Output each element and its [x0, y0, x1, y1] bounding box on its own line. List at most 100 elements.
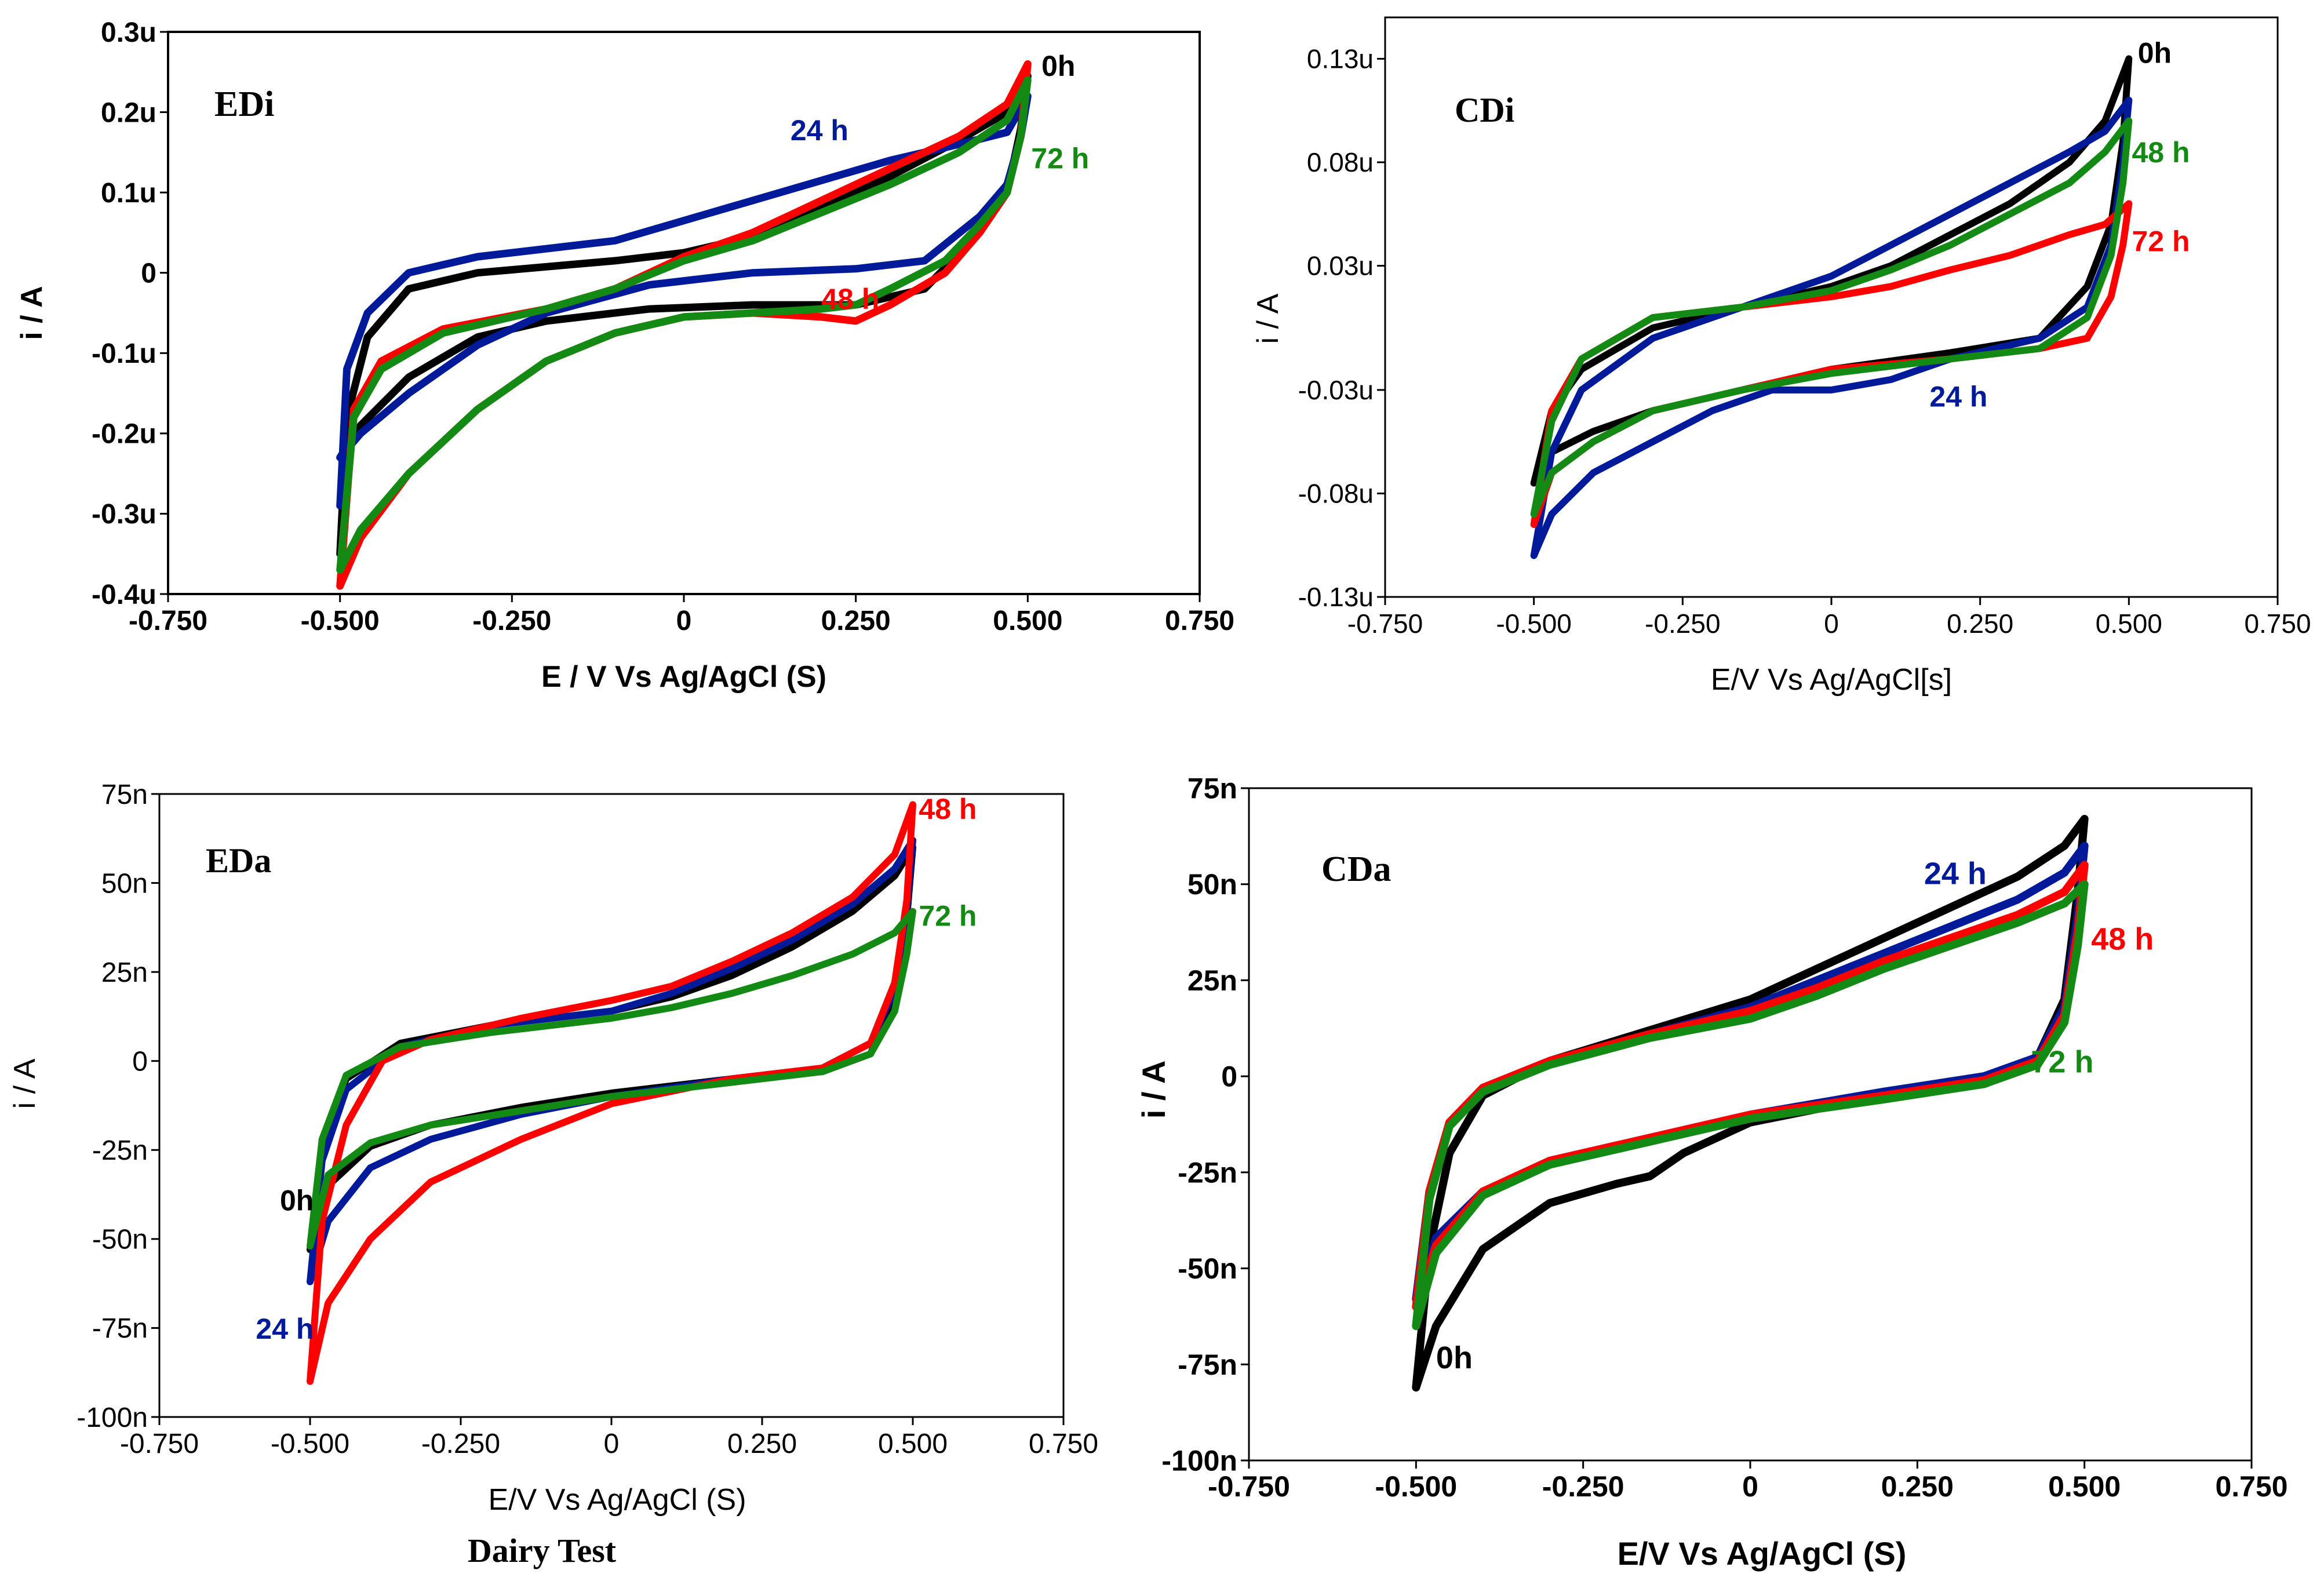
y-tick-label-cdi: 0.13u: [1307, 44, 1374, 74]
y-tick-label-eda: 25n: [101, 957, 148, 988]
y-axis-label-eda: i / A: [8, 1058, 42, 1109]
y-tick-label-cdi: -0.13u: [1298, 582, 1374, 612]
x-axis-label-cdi: E/V Vs Ag/AgCl[s]: [1711, 663, 1952, 697]
series-label-edi: 24 h: [791, 114, 848, 147]
y-tick-label-edi: 0.1u: [101, 178, 156, 209]
annotations-cda: 24 h 48 h 72 h 0h: [1436, 857, 2154, 1375]
series-label-cda: 24 h: [1924, 857, 1987, 891]
panel-label-cdi: CDi: [1455, 91, 1514, 129]
panel-label-edi: EDi: [214, 85, 274, 124]
y-tick-label-cda: 50n: [1188, 868, 1237, 901]
series-layer-cda: [1412, 815, 2089, 1392]
series-layer-cdi: [1530, 55, 2133, 559]
x-tick-label-eda: 0.250: [727, 1429, 797, 1459]
x-tick-label-cdi: -0.250: [1645, 609, 1720, 639]
y-tick-label-cda: -50n: [1178, 1252, 1237, 1285]
x-tick-label-cda: 0.500: [2048, 1470, 2121, 1503]
x-tick-label-cdi: 0.750: [2244, 609, 2311, 639]
series-label-edi: 72 h: [1031, 143, 1089, 175]
annotations-eda: 48 h 72 h 0h 24 h: [256, 793, 977, 1345]
y-tick-label-eda: -25n: [92, 1135, 148, 1166]
x-tick-label-cda: -0.500: [1375, 1470, 1457, 1503]
x-axis-label-eda: E/V Vs Ag/AgCl (S): [488, 1483, 746, 1517]
x-ticks-cda: -0.750 -0.500 -0.250 0 0.250 0.500 0.750: [1208, 1460, 2288, 1503]
series-label-cdi: 24 h: [1929, 380, 1987, 413]
series-label-eda: 72 h: [919, 899, 977, 932]
x-tick-label-cdi: 0.500: [2096, 609, 2162, 639]
plot-area-cdi: [1384, 16, 2279, 598]
y-tick-label-cdi: 0.08u: [1307, 147, 1374, 177]
x-ticks-eda: -0.750 -0.500 -0.250 0 0.250 0.500 0.750: [120, 1417, 1098, 1459]
y-tick-label-cda: 0: [1221, 1061, 1237, 1093]
x-ticks-cdi: -0.750 -0.500 -0.250 0 0.250 0.500 0.750: [1347, 597, 2311, 639]
x-tick-label-eda: 0.500: [878, 1429, 948, 1459]
y-tick-label-eda: 50n: [101, 868, 148, 899]
chart-panel-cda: CDa -0.750 -0.500 -0.250 0 0.250 0.500 0.750 7…: [1135, 773, 2288, 1572]
y-tick-label-eda: 0: [132, 1047, 148, 1077]
x-axis-label-edi: E / V Vs Ag/AgCl (S): [541, 660, 826, 694]
y-axis-label-cda: i / A: [1135, 1061, 1172, 1119]
figure-caption: Dairy Test: [468, 1532, 617, 1569]
series-label-cdi: 72 h: [2132, 225, 2190, 258]
y-axis-label-edi: i / A: [15, 286, 49, 340]
x-tick-label-cdi: 0.250: [1947, 609, 2013, 639]
y-tick-label-edi: -0.2u: [92, 419, 156, 450]
series-label-cda: 72 h: [2031, 1045, 2093, 1080]
annotations-cdi: 0h 48 h 72 h 24 h: [1929, 37, 2190, 413]
series-cda-72h: [1412, 880, 2089, 1330]
panel-label-eda: EDa: [206, 842, 271, 880]
x-tick-label-edi: -0.500: [301, 606, 380, 636]
series-label-cdi: 0h: [2138, 37, 2172, 70]
x-tick-label-edi: -0.750: [129, 606, 207, 636]
x-tick-label-eda: -0.250: [421, 1429, 500, 1459]
x-tick-label-edi: -0.250: [472, 606, 551, 636]
y-tick-label-cdi: -0.03u: [1298, 375, 1374, 405]
x-tick-label-cdi: -0.500: [1496, 609, 1571, 639]
x-ticks-edi: -0.750 -0.500 -0.250 0 0.250 0.500 0.750: [129, 594, 1234, 636]
series-label-eda: 0h: [280, 1185, 314, 1217]
y-tick-label-cdi: 0.03u: [1307, 251, 1374, 281]
plot-area-edi: [167, 31, 1201, 595]
series-label-eda: 48 h: [919, 793, 977, 825]
chart-panel-eda: EDa -0.750 -0.500 -0.250 0 0.250 0.500 0.750 7…: [8, 779, 1098, 1569]
x-tick-label-cda: 0.250: [1881, 1470, 1954, 1503]
series-layer-eda: [307, 801, 916, 1385]
y-tick-label-cda: -100n: [1161, 1445, 1237, 1477]
y-ticks-cda: 75n 50n 25n 0 -25n -50n -75n -100n: [1161, 773, 1249, 1477]
annotations-edi: 0h 24 h 72 h 48 h: [791, 50, 1089, 315]
y-tick-label-eda: 75n: [101, 779, 148, 810]
x-tick-label-cdi: 0: [1824, 609, 1839, 639]
y-tick-label-eda: -50n: [92, 1225, 148, 1255]
y-ticks-eda: 75n 50n 25n 0 -25n -50n -75n -100n: [77, 779, 159, 1433]
y-tick-label-cda: -25n: [1178, 1156, 1237, 1189]
x-tick-label-edi: 0.750: [1165, 606, 1234, 636]
x-tick-label-cdi: -0.750: [1347, 609, 1423, 639]
y-ticks-edi: 0.3u 0.2u 0.1u 0 -0.1u -0.2u -0.3u -0.4u: [92, 17, 168, 610]
x-tick-label-cda: 0.750: [2215, 1470, 2287, 1503]
y-axis-label-cdi: i / A: [1251, 293, 1285, 344]
y-tick-label-edi: 0.3u: [101, 17, 156, 48]
y-tick-label-edi: -0.4u: [92, 580, 156, 610]
x-tick-label-edi: 0.500: [993, 606, 1062, 636]
x-tick-label-edi: 0.250: [821, 606, 891, 636]
x-tick-label-cda: -0.250: [1542, 1470, 1624, 1503]
panel-label-cda: CDa: [1321, 850, 1392, 889]
series-label-cdi: 48 h: [2132, 136, 2190, 169]
chart-panel-edi: EDi -0.750 -0.500 -0.250 0 0.250 0.500 0.750 0…: [15, 17, 1234, 694]
y-tick-label-edi: -0.3u: [92, 499, 156, 530]
series-eda-72h: [307, 908, 916, 1250]
y-tick-label-cda: 75n: [1188, 773, 1237, 805]
y-tick-label-eda: -100n: [77, 1402, 148, 1433]
series-label-edi: 48 h: [821, 283, 879, 315]
y-tick-label-eda: -75n: [92, 1313, 148, 1344]
x-tick-label-edi: 0: [676, 606, 692, 636]
y-tick-label-cda: 25n: [1188, 964, 1237, 997]
series-label-cda: 48 h: [2091, 921, 2154, 956]
chart-panel-cdi: CDi -0.750 -0.500 -0.250 0 0.250 0.500 0.750 0…: [1251, 16, 2311, 697]
series-layer-edi: [336, 60, 1032, 590]
x-tick-label-cda: 0: [1742, 1470, 1758, 1503]
x-tick-label-eda: -0.500: [271, 1429, 349, 1459]
x-tick-label-cda: -0.750: [1208, 1470, 1290, 1503]
series-label-eda: 24 h: [256, 1313, 314, 1345]
